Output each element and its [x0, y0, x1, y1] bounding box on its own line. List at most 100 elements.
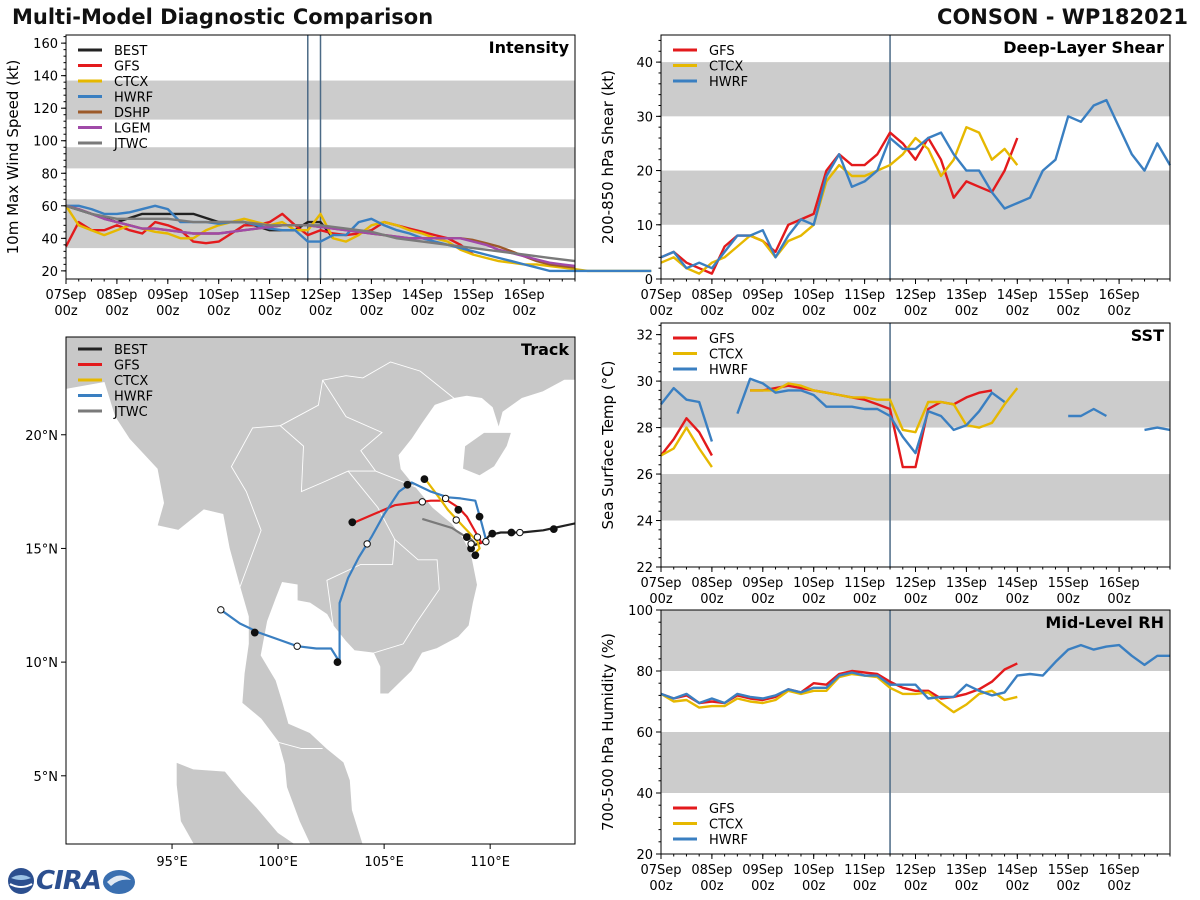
rh-xtick-day: 13Sep — [946, 863, 987, 878]
track-point-12z — [293, 642, 301, 650]
sst-shaded-band — [661, 474, 1170, 521]
rh-legend-label-hwrf: HWRF — [709, 833, 748, 848]
track-point-12z — [452, 516, 460, 524]
sst-xtick-hour: 00z — [802, 592, 826, 607]
rh-xtick-hour: 00z — [751, 879, 775, 894]
sst-shaded-band — [661, 381, 1170, 428]
intensity-xtick-hour: 00z — [54, 304, 78, 319]
shear-xtick-day: 07Sep — [640, 288, 681, 303]
shear-xtick-hour: 00z — [751, 304, 775, 319]
shear-xtick-hour: 00z — [700, 304, 724, 319]
sst-xtick-hour: 00z — [853, 592, 877, 607]
sst-xtick-hour: 00z — [904, 592, 928, 607]
track-point-00z — [475, 512, 484, 521]
figure-title: Multi-Model Diagnostic Comparison — [12, 5, 434, 29]
sst-xtick-hour: 00z — [1057, 592, 1081, 607]
intensity-legend-label-jtwc: JTWC — [113, 137, 148, 152]
country-border — [275, 741, 323, 749]
sst-ytick-label: 26 — [636, 468, 653, 483]
sst-xtick-hour: 00z — [1107, 592, 1131, 607]
sst-panel: 22242628303207Sep00z08Sep00z09Sep00z10Se… — [599, 322, 1171, 607]
rh-xtick-hour: 00z — [649, 879, 673, 894]
sst-xtick-day: 12Sep — [895, 576, 936, 591]
rh-xtick-day: 08Sep — [691, 863, 732, 878]
intensity-xtick-day: 10Sep — [198, 288, 239, 303]
sst-xtick-day: 07Sep — [640, 576, 681, 591]
country-border — [279, 425, 396, 626]
land-mass — [175, 761, 296, 844]
sst-xtick-day: 10Sep — [793, 576, 834, 591]
sst-xtick-day: 08Sep — [691, 576, 732, 591]
rh-legend-label-ctcx: CTCX — [709, 818, 743, 833]
shear-legend-label-ctcx: CTCX — [709, 60, 743, 75]
rh-xtick-day: 14Sep — [997, 863, 1038, 878]
intensity-title: Intensity — [489, 38, 570, 57]
sst-xtick-hour: 00z — [700, 592, 724, 607]
intensity-ytick-label: 120 — [33, 102, 58, 117]
intensity-series-ctcx — [64, 205, 652, 273]
storm-id-title: CONSON - WP182021 — [937, 5, 1188, 29]
track-lat-label: 10°N — [25, 656, 58, 671]
intensity-xtick-day: 14Sep — [402, 288, 443, 303]
intensity-ytick-label: 140 — [33, 70, 58, 85]
track-legend-label-best: BEST — [114, 343, 147, 358]
shear-shaded-band — [661, 170, 1170, 225]
rh-title: Mid-Level RH — [1045, 613, 1164, 632]
shear-panel: 01020304007Sep00z08Sep00z09Sep00z10Sep00… — [599, 34, 1172, 319]
satellite-swirl-icon — [102, 870, 135, 894]
rh-xtick-hour: 00z — [1107, 879, 1131, 894]
intensity-xtick-day: 08Sep — [96, 288, 137, 303]
rh-ytick-label: 80 — [636, 665, 653, 680]
intensity-xtick-hour: 00z — [462, 304, 486, 319]
sst-legend-label-gfs: GFS — [709, 332, 735, 347]
sst-ytick-label: 30 — [636, 375, 653, 390]
rh-ylabel: 700-500 hPa Humidity (%) — [599, 633, 617, 831]
cira-logo: CIRA — [6, 866, 137, 896]
intensity-series-jtwc — [65, 204, 576, 263]
track-lon-label: 110°E — [470, 855, 510, 870]
land-mass — [66, 337, 575, 844]
intensity-ytick-label: 80 — [41, 167, 58, 182]
intensity-legend-label-lgem: LGEM — [114, 122, 151, 137]
intensity-series-best — [65, 204, 335, 240]
intensity-series-hwrf — [66, 204, 652, 273]
shear-xtick-day: 16Sep — [1099, 288, 1140, 303]
sst-xtick-hour: 00z — [1006, 592, 1030, 607]
track-series-jtwc — [421, 517, 477, 545]
sst-xtick-day: 11Sep — [844, 576, 885, 591]
globe-icon — [8, 868, 34, 894]
rh-ytick-label: 100 — [628, 604, 653, 619]
shear-xtick-hour: 00z — [1006, 304, 1030, 319]
intensity-legend-label-best: BEST — [114, 44, 147, 59]
rh-ytick-label: 40 — [636, 787, 653, 802]
shear-legend-label-gfs: GFS — [709, 44, 735, 59]
track-legend-label-ctcx: CTCX — [114, 374, 148, 389]
rh-xtick-day: 15Sep — [1048, 863, 1089, 878]
sst-series-hwrf — [736, 377, 1006, 455]
intensity-xtick-hour: 00z — [309, 304, 333, 319]
land-mass — [462, 432, 512, 477]
shear-ytick-label: 20 — [636, 165, 653, 180]
track-map-layer — [66, 337, 575, 844]
sst-xtick-day: 09Sep — [742, 576, 783, 591]
sst-xtick-hour: 00z — [955, 592, 979, 607]
sst-ytick-label: 28 — [636, 422, 653, 437]
shear-ytick-label: 40 — [636, 56, 653, 71]
shear-xtick-day: 11Sep — [844, 288, 885, 303]
shear-shaded-band — [661, 62, 1170, 117]
track-frame — [65, 336, 576, 845]
shear-xtick-hour: 00z — [904, 304, 928, 319]
sst-plot-area — [661, 323, 1170, 567]
intensity-xtick-hour: 00z — [258, 304, 282, 319]
sst-series-gfs — [660, 417, 713, 457]
track-point-00z — [250, 628, 259, 637]
track-point-00z — [488, 529, 497, 538]
track-lon-label: 105°E — [364, 855, 404, 870]
sst-xtick-hour: 00z — [649, 592, 673, 607]
track-point-12z — [473, 533, 482, 541]
shear-xtick-hour: 00z — [1057, 304, 1081, 319]
rh-xtick-hour: 00z — [904, 879, 928, 894]
sst-ylabel: Sea Surface Temp (°C) — [599, 360, 617, 529]
shear-ytick-label: 10 — [636, 219, 653, 234]
sst-xtick-hour: 00z — [751, 592, 775, 607]
